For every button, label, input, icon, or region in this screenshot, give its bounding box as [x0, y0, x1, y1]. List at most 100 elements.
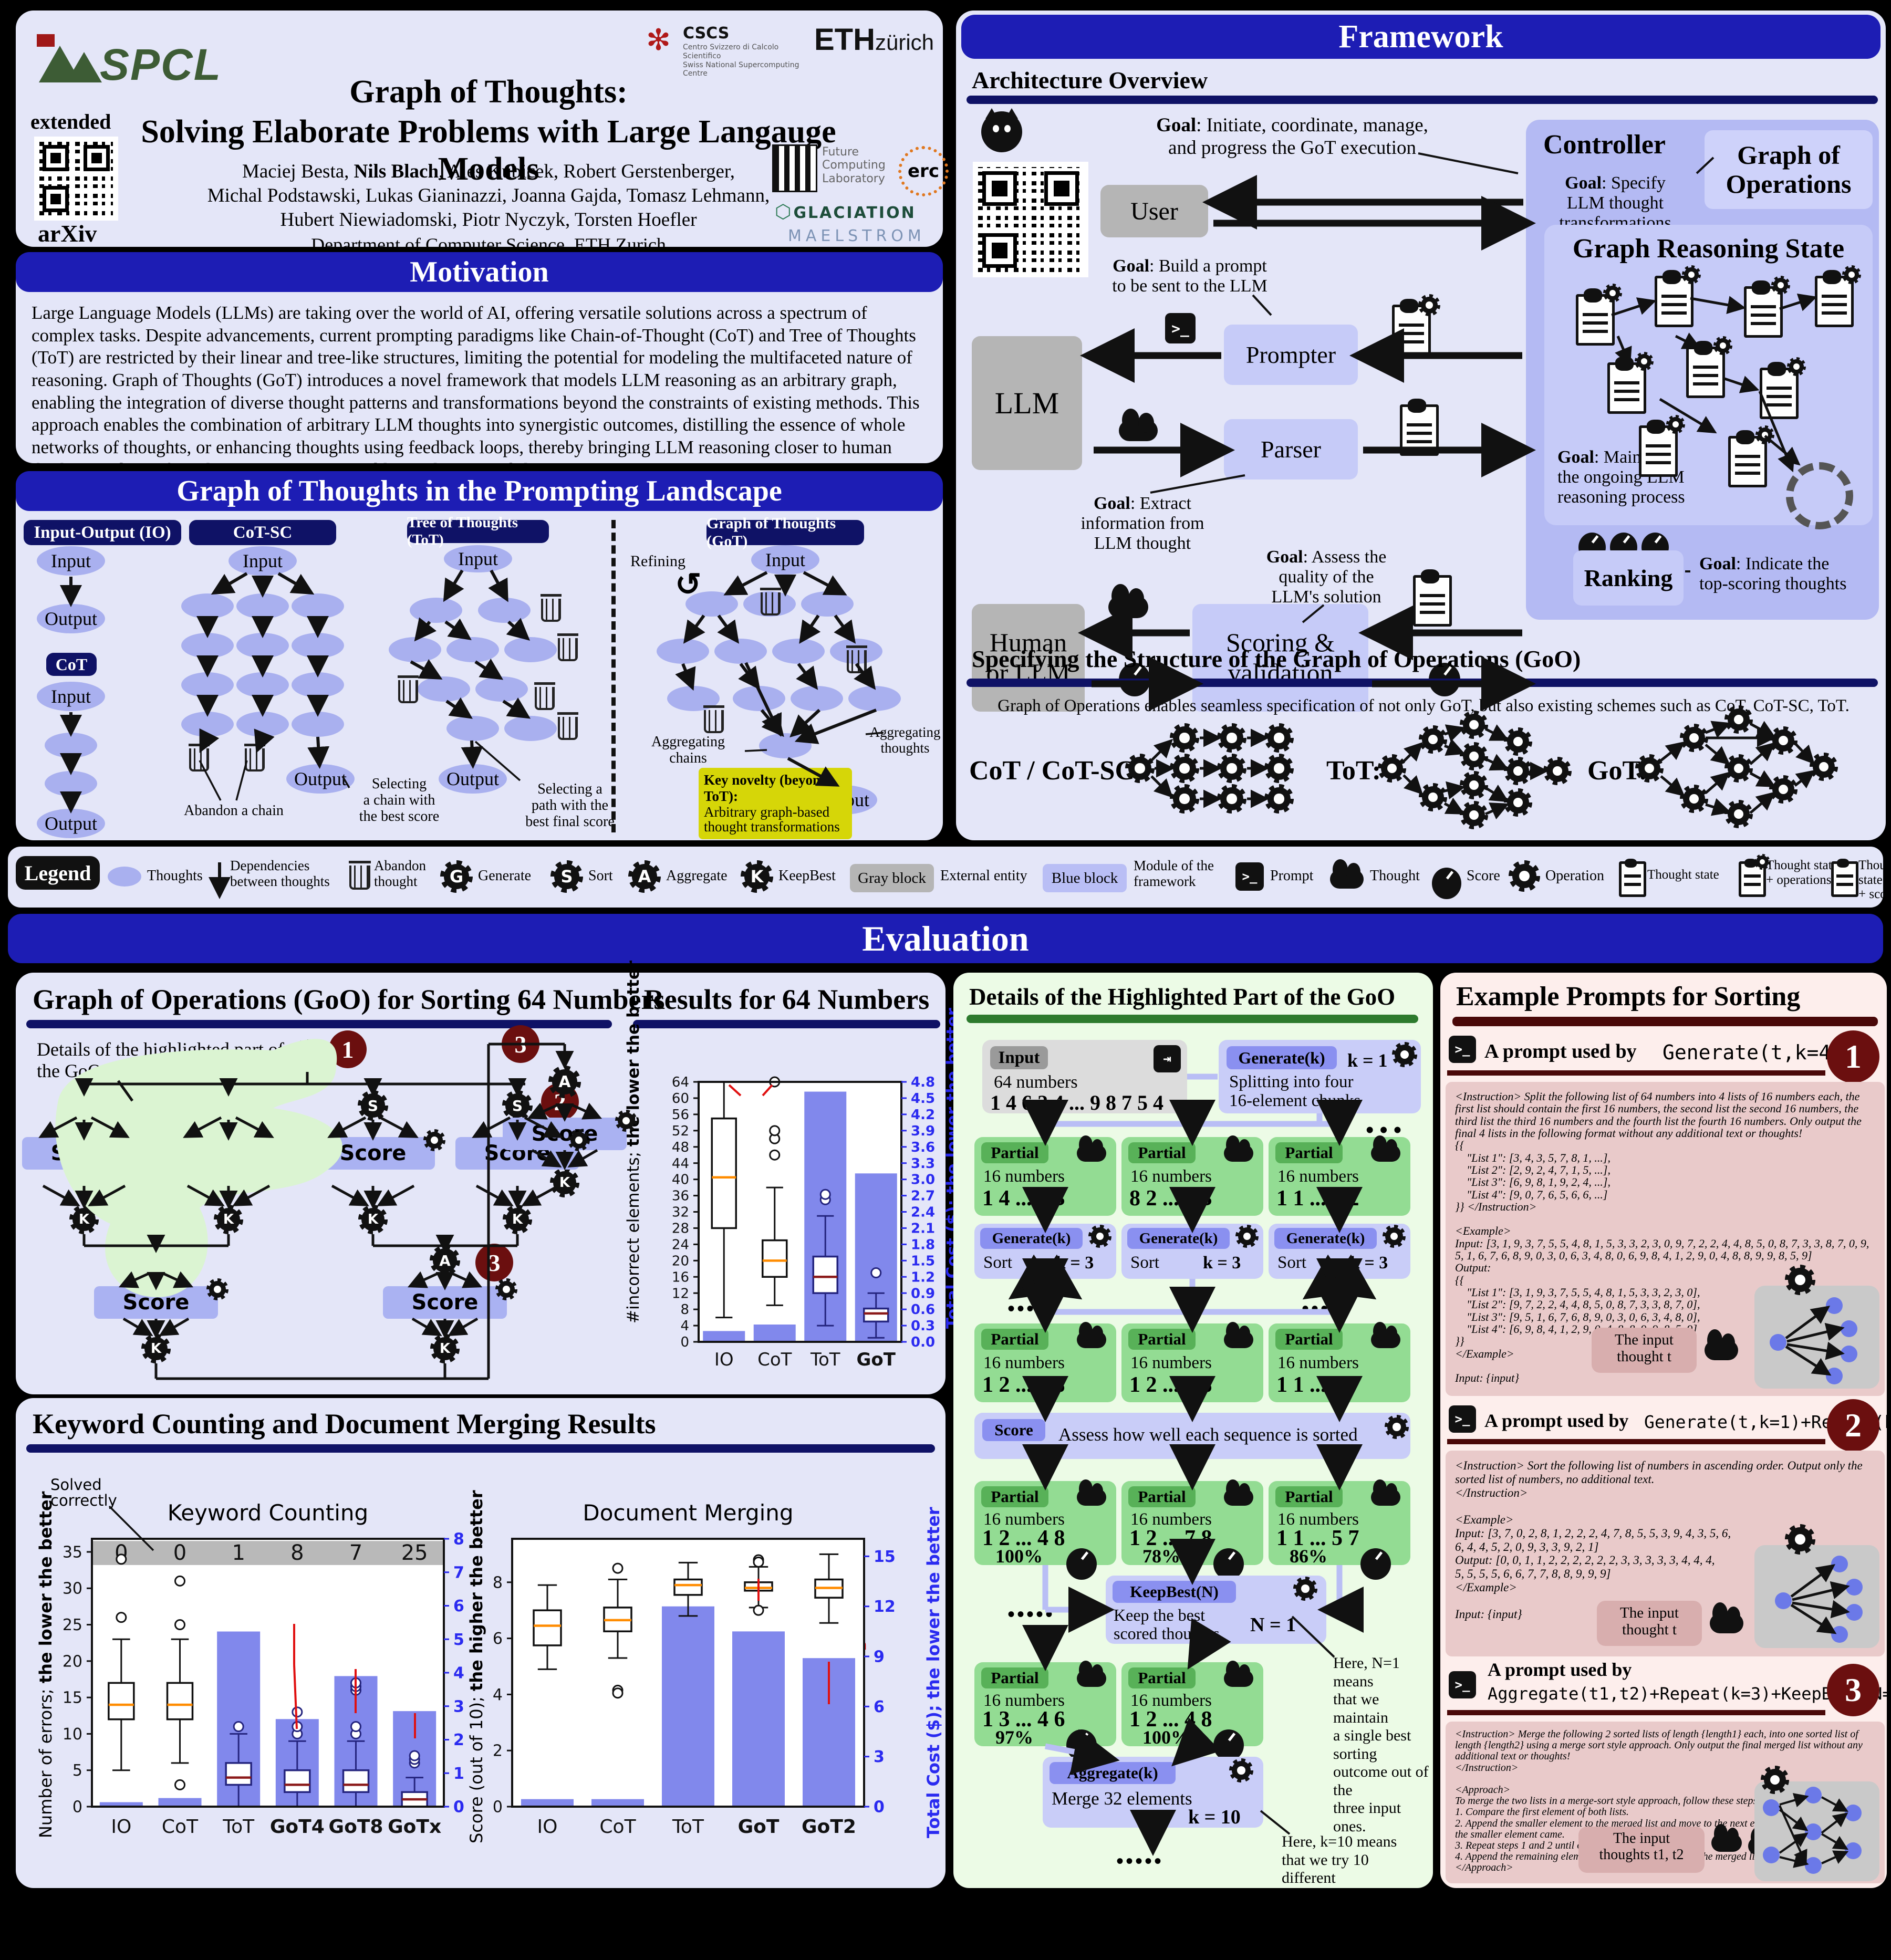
trash-icon [244, 744, 265, 772]
arxiv-label: arXiv [38, 220, 97, 247]
trash-icon [760, 588, 781, 616]
tot-output-node: Output [439, 764, 507, 794]
thought-node [236, 672, 289, 697]
user-box: User [1100, 185, 1208, 237]
marker-3: 3 [475, 1244, 513, 1281]
authors-line1: Maciej Besta, Nils Blach, Ales Kubicek, … [163, 160, 814, 183]
goal-text: : Build a prompt to be sent to the LLM [1112, 256, 1267, 296]
cot-input-node: Input [37, 682, 105, 711]
thought-state-ops-icon [1739, 858, 1766, 897]
partial-pill: Partial [1128, 1667, 1196, 1688]
ylabel-bold: the higher the better [466, 1490, 486, 1691]
score-box: Score [94, 1286, 218, 1319]
score-icon [1360, 1548, 1391, 1580]
legend-tstate-ops: Thought state + operations [1766, 858, 1838, 887]
operation-icon [495, 1278, 517, 1300]
keepbest-gear: K [430, 1334, 460, 1363]
header-panel: SPCL ✻ CSCS Centro Svizzero di Calcolo S… [16, 11, 949, 255]
thought-state-icon [1815, 270, 1854, 327]
score-icon [1578, 533, 1606, 562]
operation-gear-icon [1724, 800, 1753, 828]
goal-text: : Indicate the top-scoring thoughts [1699, 554, 1847, 594]
keepbest-gear: K [503, 1205, 532, 1234]
trash-icon [398, 675, 419, 703]
n16: 16 numbers [1277, 1510, 1359, 1529]
aggregate-gear: A [548, 1066, 581, 1098]
spec-desc: Graph of Operations enables seamless spe… [998, 696, 1850, 715]
goal-bold: Goal [1156, 114, 1197, 136]
n16: 16 numbers [1130, 1691, 1212, 1710]
sort-gear: S [358, 1090, 388, 1121]
k3-label: k = 3 [1350, 1253, 1388, 1273]
goo-note: Details of the highlighted part of the G… [37, 1039, 284, 1082]
input-line1: 64 numbers [994, 1072, 1078, 1092]
prompt-icon: >_ [1449, 1036, 1476, 1063]
prompt3-used-by: A prompt used by [1488, 1659, 1632, 1680]
details-rule [967, 1015, 1418, 1023]
graph-of-operations-box: Graph of Operations [1705, 130, 1873, 209]
sort-gear: S [213, 1090, 244, 1121]
n16: 16 numbers [983, 1510, 1065, 1529]
thought-node [504, 637, 557, 662]
operation-icon [1842, 265, 1861, 284]
n16: 16 numbers [983, 1167, 1065, 1186]
keepbest-gear-icon: K [741, 860, 773, 893]
legend-external: External entity [940, 868, 1027, 884]
aggregate-note: Here, k=10 means that we try 10 differen… [1282, 1833, 1402, 1959]
n16: 16 numbers [1277, 1167, 1359, 1186]
arch-overview-heading: Architecture Overview [972, 67, 1208, 93]
kc-ylabel: Number of errors; the lower the better [36, 1492, 56, 1839]
dots5: ••••• [1007, 1297, 1055, 1320]
select-chain-label: Selecting a chain with the best score [359, 776, 440, 825]
thought-node [410, 598, 462, 623]
operation-icon [1785, 1265, 1815, 1295]
partial-pill: Partial [981, 1667, 1048, 1688]
score-pct: 100% [995, 1546, 1043, 1567]
aggregate-gear: A [430, 1245, 460, 1276]
affiliation: Department of Computer Science, ETH Zuri… [311, 234, 666, 255]
prompt2-graph-box [1754, 1545, 1879, 1648]
operation-icon [568, 1129, 590, 1151]
operation-icon [1666, 415, 1685, 434]
goal-bold: Goal [1699, 554, 1736, 574]
thought-icon [1371, 1479, 1400, 1506]
operation-gear-icon [1217, 723, 1246, 753]
thought-icon [1711, 1824, 1742, 1852]
operation-icon [1787, 357, 1806, 376]
goal-bold: Goal [1113, 256, 1150, 276]
score-icon [1213, 1729, 1244, 1761]
dm-title: Document Merging [583, 1500, 794, 1526]
generate-pill: Generate(k) [1274, 1228, 1377, 1249]
gray-block-sample: Gray block [850, 864, 934, 892]
kc-annotation-gotx: Splits the input into sentences (each in… [364, 1683, 445, 1776]
generate-gear-icon: G [440, 860, 473, 893]
prompt1-rule [1447, 1070, 1825, 1076]
thought-state-icon [1607, 357, 1646, 414]
glaciation-logo: ⬡ GLACIATION [775, 201, 916, 223]
thought-node [772, 639, 825, 664]
partial-values: 1 4 ... 4 3 [982, 1186, 1065, 1211]
graph-node [1770, 1334, 1786, 1351]
thought-state-icon [1655, 270, 1693, 327]
grs-spinner-icon [1786, 462, 1853, 529]
operation-icon [1682, 265, 1701, 284]
sort-label: Sort [1130, 1253, 1160, 1272]
trash-icon [703, 705, 724, 733]
cot-output-node: Output [37, 809, 105, 838]
operation-gear-icon [1724, 705, 1753, 734]
generate-pill: Generate(k) [1227, 1046, 1337, 1069]
operation-gear-icon [1504, 788, 1532, 817]
thought-icon [1108, 583, 1148, 618]
graph-node [1841, 1320, 1857, 1337]
arxiv-qr-code[interactable] [34, 137, 118, 221]
operation-icon [1509, 860, 1540, 892]
github-qr-code[interactable] [973, 162, 1088, 277]
graph-node [1841, 1346, 1857, 1362]
operation-gear-icon [1217, 754, 1246, 783]
score-pct: 86% [1290, 1546, 1327, 1567]
tot-input-node: Input [444, 545, 512, 572]
prompt2-rule [1447, 1439, 1825, 1444]
operation-icon [206, 1278, 228, 1300]
n16: 16 numbers [1130, 1167, 1212, 1186]
thought-node [418, 676, 470, 702]
